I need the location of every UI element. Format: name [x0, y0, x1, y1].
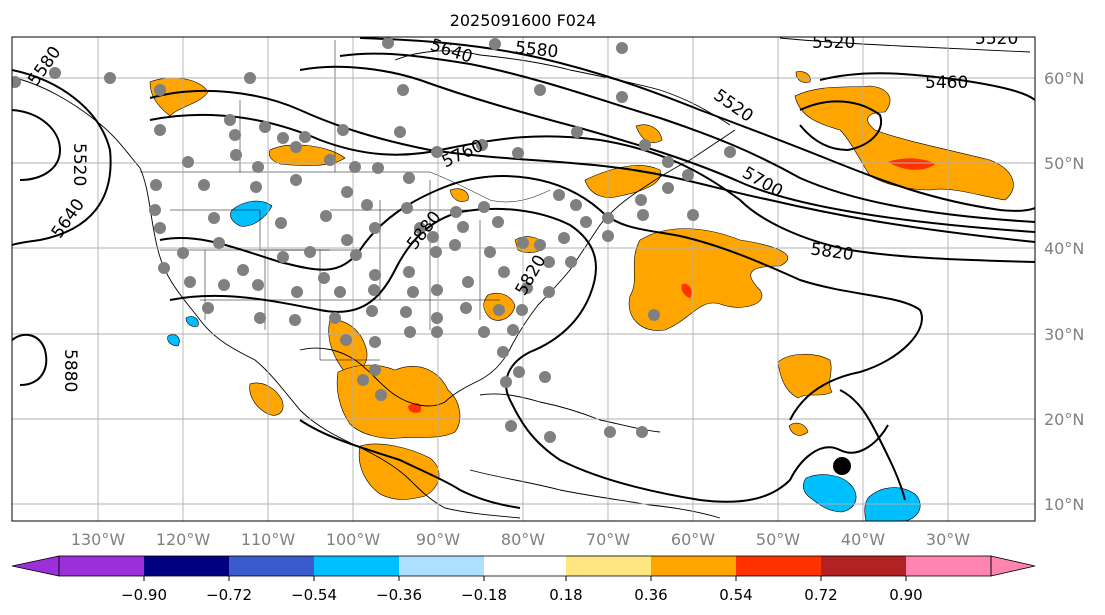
colorbar-segment	[59, 556, 144, 576]
contour-5520-east	[799, 100, 883, 152]
colorbar-tick-label: −0.36	[376, 586, 422, 604]
positive-anomaly-shading	[149, 71, 1014, 500]
contour-5700	[149, 89, 1035, 243]
colorbar-tick-label: −0.90	[121, 586, 167, 604]
contour-5880-west	[12, 333, 48, 386]
station-dots	[12, 37, 736, 443]
contour-5460	[819, 72, 1035, 101]
colorbar-frame	[58, 555, 992, 577]
contour-5520-west	[12, 109, 62, 181]
storm-center-marker	[833, 457, 851, 475]
coastlines	[14, 37, 1031, 519]
lon-label: 50°W	[756, 530, 800, 549]
colorbar: −0.90 −0.72 −0.54 −0.36 −0.18 0.18 0.36 …	[11, 555, 1036, 604]
contour-trop-low	[839, 389, 906, 501]
contour-label: 5520	[975, 29, 1018, 49]
colorbar-tick-label: −0.54	[291, 586, 337, 604]
colorbar-tick-labels: −0.90 −0.72 −0.54 −0.36 −0.18 0.18 0.36 …	[121, 586, 923, 604]
colorbar-segment	[484, 556, 566, 576]
contour-5640-west	[12, 69, 112, 246]
lon-label: 60°W	[671, 530, 715, 549]
colorbar-segment	[736, 556, 821, 576]
colorbar-segment	[651, 556, 736, 576]
lon-label: 120°W	[156, 530, 211, 549]
contour-5640-north	[299, 65, 1035, 233]
colorbar-segment	[229, 556, 314, 576]
colorbar-segment	[314, 556, 399, 576]
contour-5820	[159, 175, 923, 421]
lat-label: 50°N	[1044, 154, 1084, 173]
colorbar-extend-high	[990, 555, 1036, 577]
lon-label: 110°W	[241, 530, 296, 549]
map-panel: 5580 5640 5580 5520 5520 5460 5520 5760 …	[11, 29, 1036, 522]
contour-label: 5520	[69, 143, 89, 186]
colorbar-segment	[821, 556, 906, 576]
contour-5760	[149, 113, 1035, 263]
contour-label: 5520	[812, 33, 855, 53]
colorbar-tick-label: 0.54	[719, 586, 752, 604]
colorbar-tick-label: −0.72	[206, 586, 252, 604]
strong-positive-shading	[408, 158, 935, 413]
contour-label: 5580	[514, 38, 559, 62]
lat-label: 30°N	[1044, 325, 1084, 344]
colorbar-tick-label: 0.18	[549, 586, 582, 604]
lon-label: 100°W	[326, 530, 381, 549]
lat-label: 10°N	[1044, 495, 1084, 514]
height-contours	[12, 37, 1035, 509]
contour-5580-north	[339, 52, 1035, 223]
lat-label: 60°N	[1044, 69, 1084, 88]
colorbar-segment	[144, 556, 229, 576]
contour-5880	[169, 207, 889, 503]
contour-5520-north	[359, 37, 1035, 212]
lon-label: 130°W	[71, 530, 126, 549]
lat-label: 20°N	[1044, 410, 1084, 429]
colorbar-segment	[566, 556, 651, 576]
lon-label: 70°W	[586, 530, 630, 549]
contour-sw	[299, 419, 521, 509]
lon-label: 40°W	[841, 530, 885, 549]
lon-label: 90°W	[416, 530, 460, 549]
colorbar-tick-label: 0.90	[889, 586, 922, 604]
lat-label: 40°N	[1044, 239, 1084, 258]
colorbar-ticks	[143, 576, 907, 581]
political-borders	[140, 40, 551, 361]
contour-label: 5460	[925, 73, 968, 93]
colorbar-tick-label: −0.18	[461, 586, 507, 604]
colorbar-tick-label: 0.72	[804, 586, 837, 604]
latitude-labels: 60°N 50°N 40°N 30°N 20°N 10°N	[1044, 69, 1084, 514]
contour-label: 5880	[60, 349, 80, 392]
colorbar-tick-label: 0.36	[634, 586, 667, 604]
map-frame	[11, 36, 1036, 522]
longitude-labels: 130°W 120°W 110°W 100°W 90°W 80°W 70°W 6…	[71, 530, 970, 549]
lon-label: 30°W	[926, 530, 970, 549]
lon-label: 80°W	[501, 530, 545, 549]
colorbar-segment	[399, 556, 484, 576]
colorbar-segment	[906, 556, 991, 576]
map-title: 2025091600 F024	[450, 11, 597, 30]
colorbar-extend-low	[11, 555, 60, 577]
